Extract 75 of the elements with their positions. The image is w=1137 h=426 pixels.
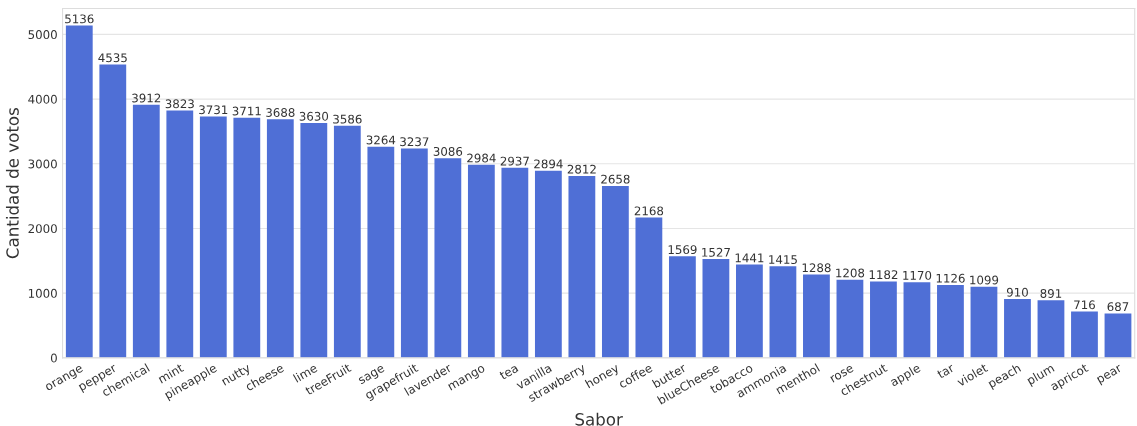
data-label: 891 [1040, 288, 1062, 298]
y-tick-label: 1000 [28, 288, 57, 298]
bar [1004, 298, 1031, 358]
bar [668, 256, 696, 358]
bar [601, 185, 629, 358]
data-label: 2658 [601, 174, 630, 184]
bar [65, 25, 93, 358]
bar [736, 264, 763, 358]
bar [903, 282, 931, 358]
bar [467, 164, 495, 358]
data-label: 3630 [299, 111, 329, 121]
data-label: 1569 [668, 245, 697, 255]
bar [99, 64, 127, 358]
bar [266, 119, 294, 358]
x-tick-label: apple [889, 363, 923, 389]
data-label: 1170 [903, 270, 932, 280]
bar [568, 175, 596, 358]
data-label: 2894 [534, 159, 563, 169]
data-label: 1415 [769, 255, 797, 265]
bar [836, 279, 864, 358]
data-label: 1182 [869, 270, 898, 280]
data-label: 1441 [735, 253, 764, 263]
data-label: 2984 [467, 153, 496, 163]
x-tick-label: tar [936, 363, 956, 379]
data-label: 1527 [702, 247, 730, 257]
data-label: 3586 [333, 114, 362, 124]
bar [534, 170, 562, 358]
data-label: 3912 [132, 93, 161, 103]
data-label: 3711 [232, 106, 261, 116]
y-tick-label: 4000 [28, 94, 57, 104]
bar [870, 281, 897, 358]
data-label: 3731 [199, 105, 228, 115]
bar [1071, 311, 1098, 358]
data-label: 5136 [65, 14, 94, 24]
x-axis-title: Sabor [575, 412, 623, 426]
data-label: 1126 [936, 273, 965, 283]
bar [333, 125, 361, 358]
data-label: 1099 [970, 275, 999, 285]
bar [199, 116, 227, 358]
y-tick-label: 3000 [28, 159, 57, 169]
data-label: 2168 [634, 206, 664, 216]
data-label: 1208 [836, 268, 865, 278]
data-label: 3086 [433, 146, 463, 156]
data-label: 3237 [400, 137, 429, 147]
bar [367, 146, 395, 358]
data-label: 716 [1074, 300, 1095, 310]
bar [132, 104, 160, 358]
bar [803, 274, 830, 358]
data-label: 3688 [266, 108, 295, 117]
y-axis-title: Cantidad de votos [5, 108, 19, 259]
data-label: 687 [1107, 302, 1129, 312]
x-tick-label: tea [498, 363, 519, 381]
bar [937, 285, 964, 358]
bar [769, 266, 797, 358]
bar [1037, 300, 1065, 358]
bar [166, 110, 194, 358]
bar [1104, 313, 1132, 358]
data-label: 4535 [98, 53, 127, 63]
y-tick-label: 5000 [28, 30, 57, 40]
data-label: 3823 [165, 99, 194, 109]
data-label: 2812 [567, 164, 596, 174]
data-label: 910 [1006, 287, 1028, 297]
bar [501, 167, 529, 358]
y-tick-label: 0 [50, 353, 57, 363]
bar [970, 286, 998, 358]
bar [702, 259, 730, 358]
bar [635, 217, 663, 358]
data-label: 2937 [500, 156, 529, 166]
bar [434, 158, 462, 358]
y-tick-label: 2000 [28, 224, 57, 234]
bar [300, 123, 328, 358]
bar [400, 148, 428, 358]
data-label: 3264 [366, 135, 396, 145]
bar [233, 117, 261, 358]
data-label: 1288 [802, 263, 831, 273]
